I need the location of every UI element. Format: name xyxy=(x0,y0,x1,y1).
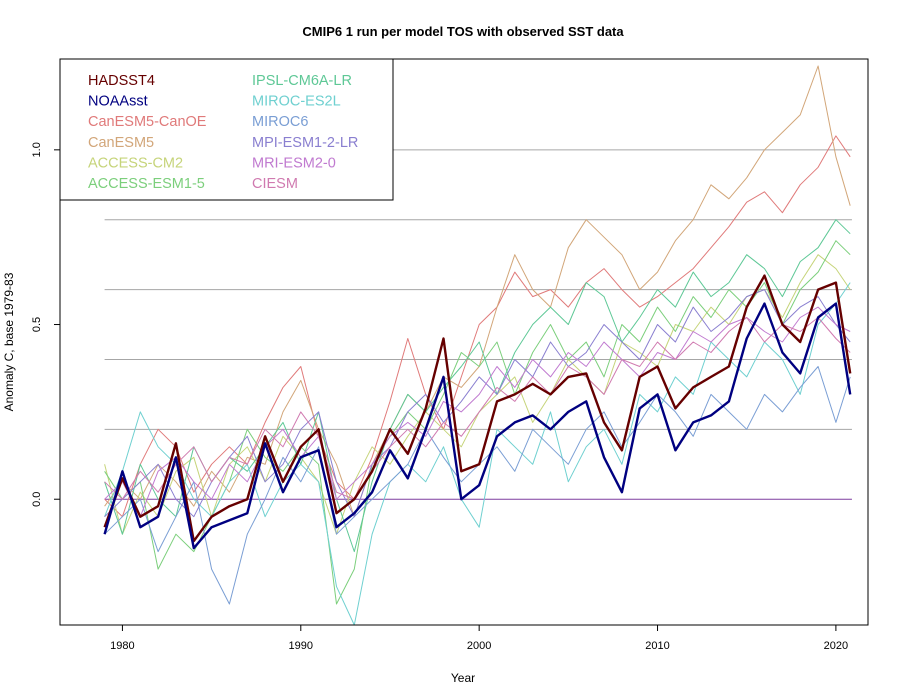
series-line-mri-esm2-0 xyxy=(104,306,851,518)
legend-box xyxy=(59,58,394,201)
plot-area-frame xyxy=(59,58,869,626)
x-tick-label: 1990 xyxy=(289,640,313,652)
series-line-miroc-es2l xyxy=(104,282,851,626)
series-line-canesm5-canoe xyxy=(104,135,851,518)
legend-item: CanESM5 xyxy=(88,135,154,151)
x-axis-label: Year xyxy=(451,671,475,685)
x-tick-label: 2020 xyxy=(824,640,848,652)
legend-item: ACCESS-CM2 xyxy=(88,155,183,171)
legend-item: NOAAsst xyxy=(88,94,148,110)
legend-item: MIROC-ES2L xyxy=(252,94,341,110)
legend-item: CIESM xyxy=(252,176,298,192)
legend-item: CanESM5-CanOE xyxy=(88,114,207,130)
y-axis-label: Anomaly C, base 1979-83 xyxy=(2,272,16,411)
legend-item: ACCESS-ESM1-5 xyxy=(88,176,205,192)
series-line-noaasst xyxy=(103,302,852,550)
legend: HADSST4 NOAAsst CanESM5-CanOE CanESM5 ACCESS… xyxy=(59,58,394,201)
chart-title: CMIP6 1 run per model TOS with observed … xyxy=(302,24,624,39)
legend-item: MRI-ESM2-0 xyxy=(252,155,336,171)
legend-item: MPI-ESM1-2-LR xyxy=(252,135,358,151)
y-axis: 0.0 0.5 1.0 xyxy=(31,142,60,507)
y-tick-label: 0.0 xyxy=(31,492,43,507)
series-line-ciesm xyxy=(104,317,851,500)
y-tick-label: 1.0 xyxy=(31,142,43,157)
series-line-hadsst4 xyxy=(103,274,852,543)
series-lines xyxy=(103,65,852,626)
series-line-access-esm1-5 xyxy=(104,240,851,605)
y-tick-label: 0.5 xyxy=(31,317,43,332)
x-axis: 1980 1990 2000 2010 2020 xyxy=(110,625,848,652)
legend-item: HADSST4 xyxy=(88,73,155,89)
x-tick-label: 2000 xyxy=(467,640,491,652)
series-line-access-cm2 xyxy=(104,254,851,535)
legend-item: IPSL-CM6A-LR xyxy=(252,73,352,89)
legend-item: MIROC6 xyxy=(252,114,308,130)
x-tick-label: 2010 xyxy=(645,640,669,652)
x-tick-label: 1980 xyxy=(110,640,134,652)
